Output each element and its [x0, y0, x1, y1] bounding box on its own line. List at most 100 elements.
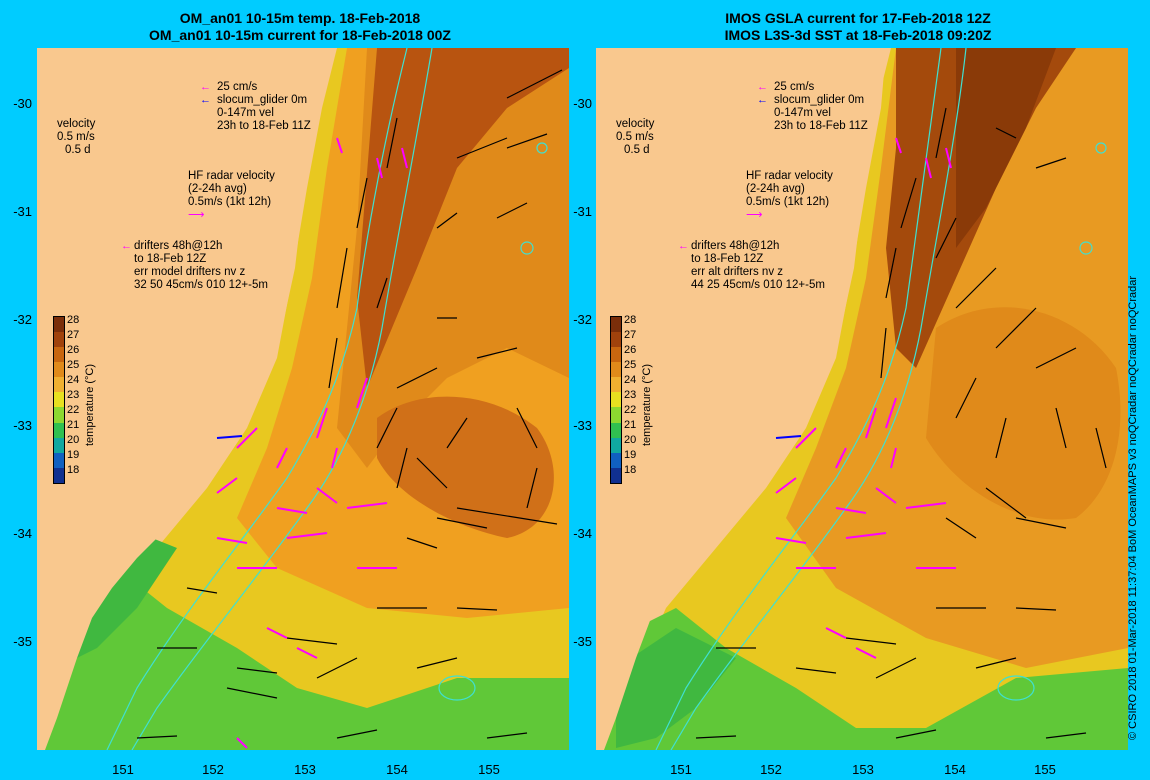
lat-label-left-34: -34	[13, 526, 32, 541]
hf-radar-vectors	[775, 137, 956, 659]
right-glider-depth: 0-147m vel	[774, 107, 831, 119]
isobaths	[106, 48, 548, 750]
right-cb-tick-25: 25	[624, 359, 637, 371]
left-cb-tick-22: 22	[67, 404, 80, 416]
left-colorbar-label: temperature (°C)	[84, 363, 96, 446]
right-drifters-line2: to 18-Feb 12Z	[691, 253, 764, 265]
right-ocean-field	[596, 48, 1128, 750]
right-colorbar-label: temperature (°C)	[641, 363, 653, 446]
cb-swatch-25	[54, 362, 64, 378]
right-hf-legend: HF radar velocity (2-24h avg) 0.5m/s (1k…	[746, 170, 833, 222]
lon-label-left-154: 154	[386, 762, 408, 777]
cb-swatch-28	[611, 317, 621, 333]
right-velocity-legend: velocity 0.5 m/s 0.5 d	[616, 118, 654, 157]
right-velocity-scale: 0.5 m/s	[616, 131, 654, 143]
lon-label-right-154: 154	[944, 762, 966, 777]
left-panel-title: OM_an01 10-15m temp. 18-Feb-2018 OM_an01…	[90, 10, 510, 44]
glider-track	[775, 435, 802, 439]
cb-swatch-27	[54, 332, 64, 348]
left-cb-tick-18: 18	[67, 464, 80, 476]
right-velocity-label: velocity	[616, 118, 655, 130]
cb-swatch-24	[54, 377, 64, 393]
cb-swatch-23	[611, 392, 621, 408]
lon-label-right-151: 151	[670, 762, 692, 777]
right-velocity-days: 0.5 d	[624, 144, 650, 156]
left-cb-tick-25: 25	[67, 359, 80, 371]
left-glider-magenta-arrow-icon: ←	[200, 81, 211, 93]
left-colorbar	[53, 316, 65, 484]
left-velocity-scale: 0.5 m/s	[57, 131, 95, 143]
right-cb-tick-22: 22	[624, 404, 637, 416]
left-hf-scale: 0.5m/s (1kt 12h)	[188, 196, 272, 208]
right-panel-title: IMOS GSLA current for 17-Feb-2018 12Z IM…	[648, 10, 1068, 44]
cb-swatch-22	[54, 407, 64, 423]
left-title-line1: OM_an01 10-15m temp. 18-Feb-2018	[179, 10, 421, 26]
right-hf-scale: 0.5m/s (1kt 12h)	[746, 196, 830, 208]
current-vectors	[136, 69, 563, 739]
left-cb-tick-27: 27	[67, 329, 80, 341]
sst-field	[596, 48, 1128, 750]
right-hf-arrow-icon: ⟶	[746, 209, 763, 221]
left-glider-time: 23h to 18-Feb 11Z	[217, 120, 311, 132]
left-drifter-arrow-icon: ←	[121, 240, 132, 252]
lat-label-left-35: -35	[13, 634, 32, 649]
lat-label-left-32: -32	[13, 312, 32, 327]
left-title-line2: OM_an01 10-15m current for 18-Feb-2018 0…	[149, 27, 451, 43]
cb-swatch-26	[54, 347, 64, 363]
left-hf-avg: (2-24h avg)	[188, 183, 247, 195]
cb-swatch-18	[611, 467, 621, 483]
cb-swatch-24	[611, 377, 621, 393]
right-glider-legend: 25 cm/s slocum_glider 0m 0-147m vel 23h …	[774, 81, 868, 133]
right-hf-title: HF radar velocity	[746, 170, 833, 182]
right-title-line1: IMOS GSLA current for 17-Feb-2018 12Z	[725, 10, 991, 26]
right-glider-label: slocum_glider 0m	[774, 94, 865, 106]
right-drifters-legend: drifters 48h@12h to 18-Feb 12Z err alt d…	[691, 240, 825, 292]
left-velocity-label: velocity	[57, 118, 96, 130]
left-cb-tick-20: 20	[67, 434, 80, 446]
right-glider-blue-arrow-icon: ←	[757, 94, 768, 106]
lat-label-right-31: -31	[573, 204, 592, 219]
left-drifters-line3: err model drifters nv z	[134, 266, 246, 278]
right-drifters-line3: err alt drifters nv z	[691, 266, 784, 278]
cb-swatch-21	[54, 422, 64, 438]
right-cb-tick-21: 21	[624, 419, 637, 431]
left-drifters-line2: to 18-Feb 12Z	[134, 253, 207, 265]
right-glider-speed: 25 cm/s	[774, 81, 815, 93]
right-title-line2: IMOS L3S-3d SST at 18-Feb-2018 09:20Z	[724, 27, 992, 43]
cb-swatch-26	[611, 347, 621, 363]
lon-label-left-152: 152	[202, 762, 224, 777]
cb-swatch-22	[611, 407, 621, 423]
right-drifter-arrow-icon: ←	[678, 240, 689, 252]
glider-track	[216, 435, 243, 439]
lat-label-right-35: -35	[573, 634, 592, 649]
right-drifters-line4: 44 25 45cm/s 010 12+-5m	[691, 279, 825, 291]
right-hf-avg: (2-24h avg)	[746, 183, 805, 195]
right-cb-tick-28: 28	[624, 314, 637, 326]
right-drifters-line1: drifters 48h@12h	[691, 240, 780, 252]
left-cb-tick-21: 21	[67, 419, 80, 431]
left-glider-blue-arrow-icon: ←	[200, 94, 211, 106]
cb-swatch-28	[54, 317, 64, 333]
cb-swatch-27	[611, 332, 621, 348]
lat-label-right-32: -32	[573, 312, 592, 327]
left-velocity-days: 0.5 d	[65, 144, 91, 156]
left-cb-tick-28: 28	[67, 314, 80, 326]
cb-swatch-20	[611, 437, 621, 453]
cb-swatch-25	[611, 362, 621, 378]
lon-label-right-153: 153	[852, 762, 874, 777]
cb-swatch-21	[611, 422, 621, 438]
lon-label-right-152: 152	[760, 762, 782, 777]
left-drifters-legend: drifters 48h@12h to 18-Feb 12Z err model…	[134, 240, 268, 292]
left-cb-tick-23: 23	[67, 389, 80, 401]
left-drifters-line1: drifters 48h@12h	[134, 240, 223, 252]
lat-label-left-33: -33	[13, 418, 32, 433]
land-mask	[37, 48, 332, 750]
credit-text: © CSIRO 2018 01-Mar-2018 11:37:04 BoM Oc…	[1127, 275, 1139, 740]
left-glider-depth: 0-147m vel	[217, 107, 274, 119]
land-mask	[596, 48, 891, 750]
left-ocean-field	[37, 48, 569, 750]
left-glider-speed: 25 cm/s	[217, 81, 258, 93]
right-cb-tick-27: 27	[624, 329, 637, 341]
left-drifters-line4: 32 50 45cm/s 010 12+-5m	[134, 279, 268, 291]
lon-label-right-155: 155	[1034, 762, 1056, 777]
